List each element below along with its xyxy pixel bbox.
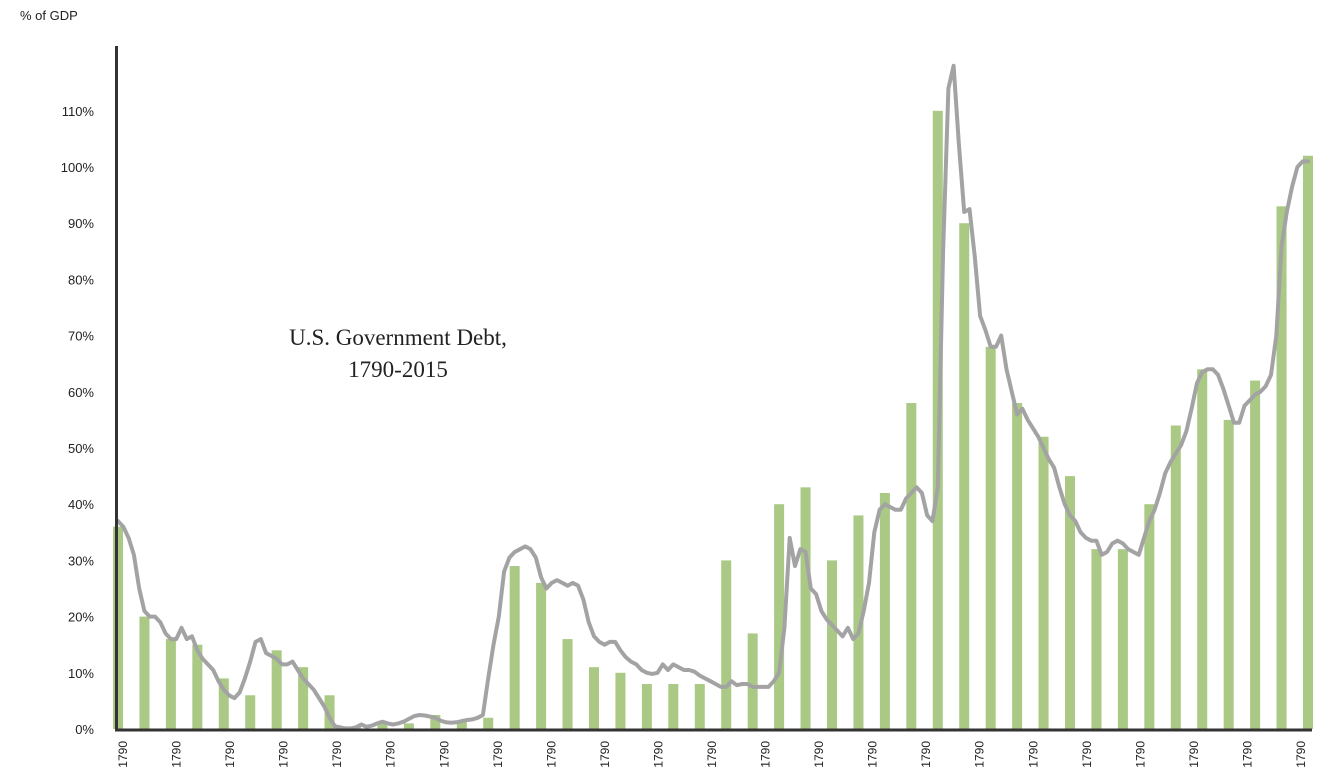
bar [192, 644, 203, 729]
bar [1170, 425, 1181, 729]
bar [1012, 403, 1023, 729]
chart-subtitle: 1790-2015 [348, 357, 448, 382]
bar [1065, 476, 1075, 729]
y-axis-unit-label: % of GDP [20, 8, 78, 23]
y-tick-label: 70% [68, 329, 94, 344]
bar [139, 616, 150, 729]
bar [615, 672, 626, 729]
y-axis-ticks: 0% 10% 20% 30% 40% 50% 60% 70% 80% 90% 100% 110% [61, 104, 95, 737]
bar [324, 695, 335, 729]
bar [483, 717, 494, 729]
bar [853, 515, 864, 729]
bar [985, 346, 996, 729]
x-tick-label: 1790 [170, 741, 184, 768]
x-tick-label: 1790 [1187, 741, 1201, 768]
bar [245, 695, 256, 729]
y-tick-label: 60% [68, 385, 94, 400]
bar [1276, 206, 1287, 730]
bar [562, 639, 573, 729]
x-tick-label: 1790 [1241, 741, 1255, 768]
y-tick-label: 20% [68, 610, 94, 625]
bar [694, 684, 705, 729]
bar [1223, 419, 1234, 729]
y-tick-label: 90% [68, 216, 94, 231]
chart-title-block: U.S. Government Debt, 1790-2015 [218, 322, 578, 386]
bar [747, 633, 758, 729]
bar [536, 582, 547, 729]
y-tick-label: 0% [75, 722, 94, 737]
x-tick-label: 1790 [812, 741, 826, 768]
y-tick-label: 110% [62, 104, 95, 119]
bar [774, 504, 785, 729]
bar-series [113, 110, 1313, 730]
x-tick-label: 1790 [330, 741, 344, 768]
chart-title: U.S. Government Debt, [289, 325, 507, 350]
debt-line [116, 63, 1310, 731]
bar [721, 560, 732, 729]
x-tick-label: 1790 [223, 741, 237, 768]
y-tick-label: 100% [61, 160, 95, 175]
x-tick-label: 1790 [491, 741, 505, 768]
x-tick-label: 1790 [437, 741, 451, 768]
x-tick-label: 1790 [866, 741, 880, 768]
bar [1144, 504, 1155, 729]
bar [1038, 436, 1049, 729]
y-tick-label: 30% [68, 553, 94, 568]
bar [1117, 549, 1128, 729]
y-tick-label: 10% [68, 666, 94, 681]
bar [1197, 369, 1208, 729]
y-tick-label: 80% [68, 272, 94, 287]
bar [430, 714, 441, 729]
bar [456, 720, 467, 729]
x-tick-label: 1790 [116, 741, 130, 768]
x-tick-label: 1790 [973, 741, 987, 768]
bar [165, 639, 176, 729]
x-tick-label: 1790 [1294, 741, 1308, 768]
x-tick-label: 1790 [652, 741, 666, 768]
bar [641, 684, 652, 729]
bar [1250, 380, 1261, 729]
x-tick-label: 1790 [1080, 741, 1094, 768]
x-tick-label: 1790 [598, 741, 612, 768]
x-tick-label: 1790 [544, 741, 558, 768]
bar [827, 560, 837, 729]
x-axis-ticks: 1790 1790 1790 1790 1790 1790 1790 1790 1790 1790… [116, 741, 1308, 768]
x-tick-label: 1790 [919, 741, 933, 768]
bar [668, 684, 679, 729]
y-tick-label: 50% [68, 441, 94, 456]
bar [509, 566, 520, 729]
x-tick-label: 1790 [384, 741, 398, 768]
bar [298, 667, 309, 729]
bar [879, 492, 890, 729]
bar [589, 667, 599, 729]
x-tick-label: 1790 [1026, 741, 1040, 768]
x-tick-label: 1790 [705, 741, 719, 768]
x-tick-label: 1790 [1133, 741, 1147, 768]
bar [377, 723, 388, 729]
x-tick-label: 1790 [277, 741, 291, 768]
bar [403, 723, 414, 729]
bar [1091, 549, 1102, 729]
x-tick-label: 1790 [759, 741, 773, 768]
bar [271, 650, 282, 729]
y-tick-label: 40% [68, 497, 94, 512]
bar [959, 223, 970, 729]
bar [218, 678, 229, 729]
bar [800, 487, 811, 729]
bar [1303, 155, 1313, 729]
bar [906, 403, 917, 729]
